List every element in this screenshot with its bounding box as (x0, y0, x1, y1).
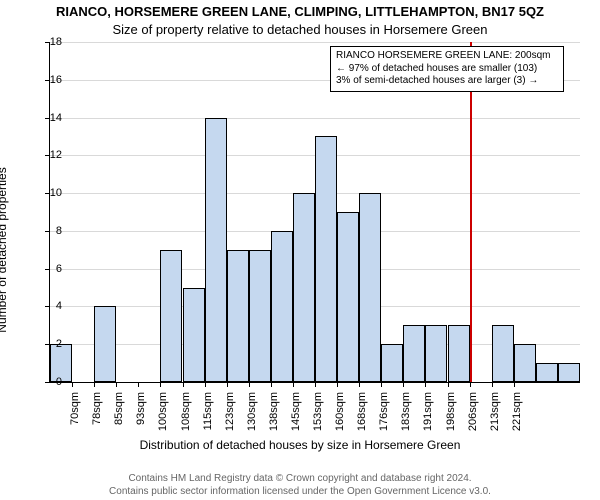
x-tick-mark (72, 382, 73, 387)
x-tick-mark (470, 382, 471, 387)
y-axis-line (49, 42, 50, 382)
gridline (50, 42, 580, 43)
y-tick-label: 18 (32, 36, 62, 48)
property-marker-line (470, 42, 472, 382)
histogram-bar (183, 288, 205, 382)
x-tick-mark (293, 382, 294, 387)
x-tick-mark (425, 382, 426, 387)
histogram-bar (205, 118, 227, 382)
x-tick-mark (492, 382, 493, 387)
histogram-bar (403, 325, 425, 382)
histogram-bar (315, 136, 337, 382)
histogram-bar (227, 250, 249, 382)
x-tick-mark (94, 382, 95, 387)
histogram-bar (94, 306, 116, 382)
legend-line: RIANCO HORSEMERE GREEN LANE: 200sqm (336, 50, 558, 63)
chart-title-sub: Size of property relative to detached ho… (0, 22, 600, 37)
legend-line: ← 97% of detached houses are smaller (10… (336, 63, 558, 76)
histogram-bar (448, 325, 470, 382)
gridline (50, 118, 580, 119)
x-axis-caption: Distribution of detached houses by size … (0, 438, 600, 452)
x-tick-mark (205, 382, 206, 387)
histogram-bar (160, 250, 182, 382)
y-tick-label: 4 (32, 300, 62, 312)
legend-box: RIANCO HORSEMERE GREEN LANE: 200sqm← 97%… (330, 46, 564, 92)
chart-container: RIANCO, HORSEMERE GREEN LANE, CLIMPING, … (0, 0, 600, 500)
y-tick-label: 10 (32, 187, 62, 199)
y-tick-label: 14 (32, 112, 62, 124)
y-tick-label: 8 (32, 225, 62, 237)
footer-attribution: Contains HM Land Registry data © Crown c… (0, 473, 600, 498)
histogram-bar (558, 363, 580, 382)
y-axis-label: Number of detached properties (0, 167, 9, 332)
x-tick-mark (359, 382, 360, 387)
x-tick-mark (315, 382, 316, 387)
histogram-bar (337, 212, 359, 382)
histogram-bar (359, 193, 381, 382)
histogram-bar (271, 231, 293, 382)
x-tick-mark (138, 382, 139, 387)
x-tick-mark (116, 382, 117, 387)
chart-title-main: RIANCO, HORSEMERE GREEN LANE, CLIMPING, … (0, 4, 600, 19)
histogram-bar (492, 325, 514, 382)
x-tick-mark (448, 382, 449, 387)
histogram-bar (293, 193, 315, 382)
x-tick-mark (160, 382, 161, 387)
y-tick-label: 0 (32, 376, 62, 388)
y-tick-label: 12 (32, 149, 62, 161)
histogram-bar (249, 250, 271, 382)
y-tick-label: 2 (32, 338, 62, 350)
x-tick-mark (514, 382, 515, 387)
x-tick-mark (227, 382, 228, 387)
footer-line-2: Contains public sector information licen… (0, 486, 600, 499)
histogram-bar (381, 344, 403, 382)
legend-line: 3% of semi-detached houses are larger (3… (336, 75, 558, 88)
y-tick-label: 16 (32, 74, 62, 86)
histogram-bar (536, 363, 558, 382)
footer-line-1: Contains HM Land Registry data © Crown c… (0, 473, 600, 486)
x-tick-mark (183, 382, 184, 387)
x-tick-mark (271, 382, 272, 387)
plot-area: 70sqm78sqm85sqm93sqm100sqm108sqm115sqm12… (50, 42, 580, 382)
x-tick-mark (381, 382, 382, 387)
x-tick-mark (337, 382, 338, 387)
histogram-bar (514, 344, 536, 382)
x-tick-mark (249, 382, 250, 387)
x-tick-mark (403, 382, 404, 387)
y-tick-label: 6 (32, 263, 62, 275)
histogram-bar (425, 325, 447, 382)
